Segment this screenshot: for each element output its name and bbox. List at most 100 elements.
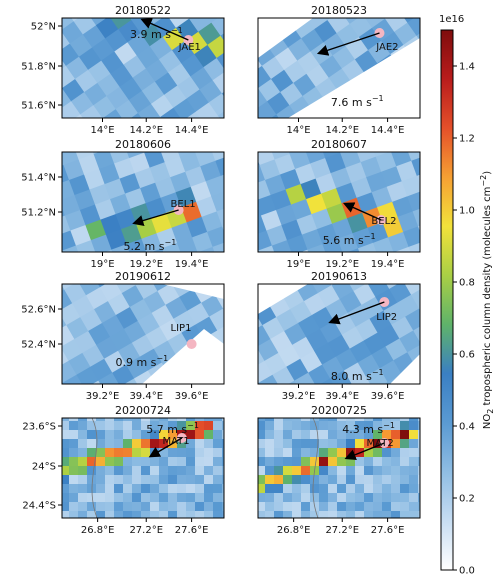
grid-cell: [225, 4, 248, 27]
grid-cell: [164, 156, 186, 178]
panel-title: 20200724: [115, 404, 171, 417]
grid-cell: [96, 448, 106, 458]
grid-cell: [57, 396, 80, 419]
grid-cell: [12, 35, 35, 58]
grid-cell: [258, 374, 282, 384]
grid-cell: [274, 547, 284, 557]
grid-cell: [177, 403, 187, 413]
grid-cell: [229, 565, 239, 575]
grid-cell: [258, 430, 266, 440]
grid-cell: [87, 475, 97, 485]
wind-speed-label: 8.0 m s−1: [331, 368, 384, 383]
grid-cell: [238, 412, 248, 422]
grid-cell: [344, 0, 367, 2]
grid-cell: [78, 457, 88, 467]
grid-cell: [33, 355, 56, 378]
grid-cell: [204, 430, 214, 440]
grid-cell: [265, 484, 275, 494]
grid-cell: [132, 475, 142, 485]
grid-cell: [51, 385, 61, 395]
grid-cell: [290, 300, 313, 324]
grid-cell: [123, 574, 133, 584]
grid-cell: [33, 475, 43, 485]
grid-cell: [96, 565, 106, 575]
colorbar-tick-label: 1.0: [459, 206, 475, 217]
grid-cell: [260, 209, 283, 232]
grid-cell: [204, 511, 214, 518]
grid-cell: [195, 403, 205, 413]
grid-cell: [265, 394, 275, 404]
grid-cell: [0, 45, 22, 68]
grid-cell: [225, 135, 246, 156]
grid-cell: [231, 466, 241, 476]
grid-cell: [240, 475, 250, 485]
grid-cell: [213, 511, 223, 518]
grid-cell: [33, 511, 43, 521]
grid-cell: [310, 511, 320, 518]
panel-20200725: 20200725 MAT2 4.3 m s−1 26.8°E 27.2°E 27.6°E: [229, 376, 437, 584]
grid-cell: [74, 189, 96, 211]
grid-cell: [400, 511, 410, 518]
grid-cell: [418, 574, 428, 584]
grid-cell: [286, 358, 309, 382]
wind-speed-label: 7.6 m s−1: [331, 94, 384, 109]
grid-cell: [209, 308, 224, 331]
grid-cell: [409, 403, 419, 413]
grid-cell: [100, 213, 122, 236]
grid-cell: [292, 511, 302, 518]
grid-cell: [364, 439, 374, 449]
grid-cell: [3, 22, 26, 45]
grid-cell: [222, 565, 232, 575]
grid-cell: [346, 511, 356, 518]
grid-cell: [1, 299, 24, 322]
grid-cell: [319, 421, 329, 431]
grid-cell: [319, 511, 329, 518]
grid-cell: [159, 421, 169, 431]
grid-cell: [132, 484, 142, 494]
grid-cell: [62, 430, 70, 440]
grid-cell: [418, 484, 420, 494]
grid-cell: [186, 574, 196, 584]
grid-cell: [78, 448, 88, 458]
grid-cell: [264, 124, 285, 145]
grid-cell: [123, 538, 133, 548]
grid-cell: [310, 439, 320, 449]
grid-cell: [238, 547, 248, 557]
grid-cell: [383, 302, 406, 326]
grid-cell: [69, 565, 79, 575]
grid-cell: [292, 493, 302, 503]
grid-cell: [78, 421, 88, 431]
grid-cell: [315, 172, 337, 195]
panel-frame: [61, 151, 225, 253]
grid-cell: [211, 190, 224, 212]
grid-cell: [231, 403, 241, 413]
grid-cell: [292, 418, 302, 422]
grid-cell: [373, 502, 383, 512]
grid-cell: [96, 511, 106, 518]
grid-cell: [391, 511, 401, 518]
grid-cell: [418, 448, 420, 458]
grid-cell: [459, 240, 480, 261]
grid-cell: [177, 556, 187, 566]
grid-cell: [141, 565, 151, 575]
grid-cell: [35, 221, 56, 242]
y-tick-label: 24.4°S: [22, 501, 56, 512]
grid-cell: [204, 502, 214, 512]
grid-cell: [407, 18, 420, 37]
grid-cell: [114, 430, 124, 440]
grid-cell: [87, 511, 97, 518]
grid-cell: [222, 484, 224, 494]
grid-cell: [231, 547, 241, 557]
grid-cell: [289, 152, 311, 170]
grid-cell: [141, 574, 151, 584]
grid-cell: [283, 403, 293, 413]
grid-cell: [427, 556, 437, 566]
grid-cell: [319, 493, 329, 503]
grid-cell: [105, 547, 115, 557]
grid-cell: [391, 484, 401, 494]
grid-cell: [69, 174, 91, 196]
grid-cell: [238, 376, 248, 386]
grid-cell: [292, 448, 302, 458]
grid-cell: [231, 221, 252, 242]
x-tick-label: 19°E: [286, 259, 310, 270]
